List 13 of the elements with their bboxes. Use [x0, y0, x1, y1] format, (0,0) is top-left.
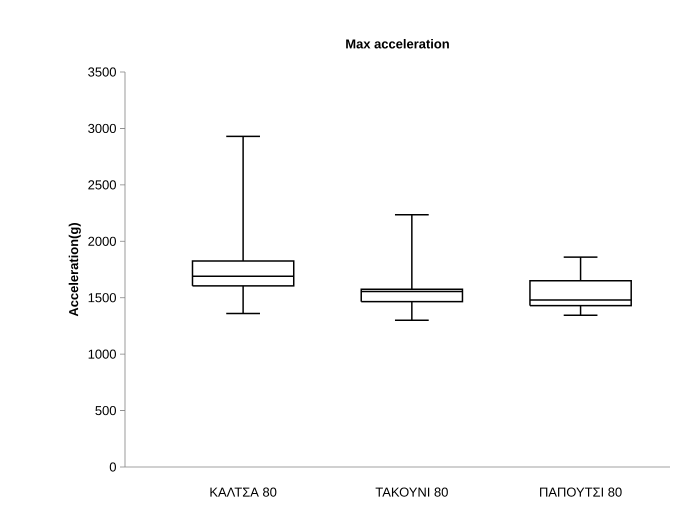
chart-title: Max acceleration: [346, 38, 449, 48]
y-tick-label: 1000: [88, 350, 116, 359]
x-tick-label: ΠΑΠΟΥΤΣΙ 80: [540, 488, 622, 497]
y-tick-label: 3000: [88, 124, 116, 134]
y-tick-label: 2000: [88, 236, 116, 246]
y-axis-title: Acceleration(g): [68, 223, 81, 316]
y-tick-label: 1500: [88, 293, 116, 302]
x-tick-label: ΚΑΛΤΣΑ 80: [210, 488, 276, 497]
y-tick-label: 500: [95, 406, 116, 416]
y-tick-label: 0: [110, 462, 116, 472]
y-tick-label: 2500: [88, 180, 116, 190]
y-tick-label: 3500: [88, 67, 116, 77]
x-tick-label: ΤΑΚΟΥΝΙ 80: [376, 488, 448, 497]
